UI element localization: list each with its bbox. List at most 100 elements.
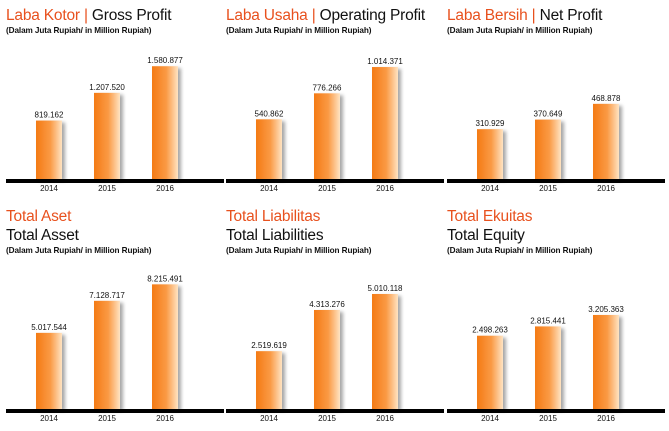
title-en: Operating Profit: [319, 7, 426, 24]
bar-2014: [36, 332, 62, 409]
panel-subtitle: (Dalam Juta Rupiah/ in Million Rupiah): [447, 246, 593, 255]
title-id: Total Aset: [6, 208, 72, 225]
x-tick-label-2014: 2014: [260, 184, 278, 193]
x-axis-baseline: [447, 409, 665, 413]
x-tick-label-2016: 2016: [376, 414, 394, 423]
x-tick-label-2016: 2016: [376, 184, 394, 193]
bar-chart-net-profit: 310.929 2014 370.649 2015 468.878 2016: [447, 44, 665, 199]
value-label-2016: 1.014.371: [367, 57, 403, 66]
value-label-2014: 2.498.263: [472, 326, 508, 335]
title-id: Total Liabilitas: [226, 208, 321, 225]
chart-svg: 2.498.263 2014 2.815.441 2015 3.205.363 2016: [447, 305, 665, 423]
bar-chart-gross-profit: 819.162 2014 1.207.520 2015 1.580.877 2016: [6, 44, 224, 199]
panel-subtitle: (Dalam Juta Rupiah/ in Million Rupiah): [447, 26, 593, 35]
panel-net-profit: Laba Bersih | Net Profit (Dalam Juta Rup…: [447, 4, 665, 219]
bar-2015: [314, 309, 340, 409]
title-en: Total Asset: [6, 227, 79, 244]
title-id: Laba Usaha: [226, 7, 308, 24]
bar-2014: [477, 129, 503, 179]
x-axis-baseline: [6, 179, 224, 183]
x-axis-baseline: [447, 179, 665, 183]
x-axis-baseline: [226, 179, 444, 183]
panel-total-equity: Total Ekuitas Total Equity (Dalam Juta R…: [447, 206, 665, 423]
x-tick-label-2016: 2016: [156, 414, 174, 423]
bar-2014: [256, 351, 282, 409]
chart-svg: 5.017.544 2014 7.128.717 2015 8.215.491 2016: [6, 274, 224, 423]
bar-chart-total-liabilities: 2.519.619 2014 4.313.276 2015 5.010.118 2016: [226, 259, 444, 429]
title-id: Laba Kotor: [6, 7, 80, 24]
chart-svg: 540.862 2014 776.266 2015 1.014.371 2016: [226, 57, 444, 193]
x-tick-label-2015: 2015: [318, 414, 336, 423]
value-label-2016: 1.580.877: [147, 56, 183, 65]
value-label-2015: 370.649: [534, 110, 563, 119]
x-tick-label-2016: 2016: [597, 414, 615, 423]
bar-2014: [256, 119, 282, 179]
panel-title: Laba Kotor | Gross Profit: [6, 7, 172, 25]
x-tick-label-2014: 2014: [481, 184, 499, 193]
value-label-2015: 1.207.520: [89, 83, 125, 92]
value-label-2016: 3.205.363: [588, 305, 624, 314]
bar-chart-total-asset: 5.017.544 2014 7.128.717 2015 8.215.491 2016: [6, 259, 224, 429]
title-id: Total Ekuitas: [447, 208, 533, 225]
bar-chart-operating-profit: 540.862 2014 776.266 2015 1.014.371 2016: [226, 44, 444, 199]
x-tick-label-2014: 2014: [260, 414, 278, 423]
bar-2014: [36, 120, 62, 179]
title-separator: |: [531, 7, 536, 24]
x-tick-label-2014: 2014: [40, 184, 58, 193]
x-axis-baseline: [6, 409, 224, 413]
x-tick-label-2016: 2016: [597, 184, 615, 193]
value-label-2016: 5.010.118: [368, 284, 404, 293]
bar-2015: [314, 93, 340, 179]
value-label-2014: 819.162: [35, 111, 64, 120]
bar-2016: [593, 103, 619, 179]
title-en: Total Liabilities: [226, 227, 324, 244]
value-label-2014: 2.519.619: [251, 341, 287, 350]
value-label-2016: 468.878: [592, 94, 621, 103]
x-tick-label-2015: 2015: [98, 414, 116, 423]
x-tick-label-2015: 2015: [318, 184, 336, 193]
value-label-2015: 7.128.717: [89, 291, 125, 300]
panel-subtitle: (Dalam Juta Rupiah/ in Million Rupiah): [226, 246, 372, 255]
x-tick-label-2014: 2014: [40, 414, 58, 423]
title-separator: |: [83, 7, 88, 24]
bar-2015: [535, 119, 561, 179]
panel-operating-profit: Laba Usaha | Operating Profit (Dalam Jut…: [226, 4, 444, 219]
chart-svg: 310.929 2014 370.649 2015 468.878 2016: [447, 94, 665, 193]
value-label-2015: 776.266: [313, 83, 342, 92]
bar-2014: [477, 335, 503, 409]
title-en: Total Equity: [447, 227, 525, 244]
bar-2016: [152, 66, 178, 179]
panel-subtitle: (Dalam Juta Rupiah/ in Million Rupiah): [6, 26, 152, 35]
panel-subtitle: (Dalam Juta Rupiah/ in Million Rupiah): [6, 246, 152, 255]
x-tick-label-2016: 2016: [156, 184, 174, 193]
value-label-2015: 4.313.276: [309, 300, 345, 309]
panel-title: Laba Usaha | Operating Profit: [226, 7, 425, 25]
panel-title: Laba Bersih | Net Profit: [447, 7, 602, 25]
x-tick-label-2015: 2015: [539, 414, 557, 423]
title-separator: |: [311, 7, 316, 24]
value-label-2014: 310.929: [476, 119, 505, 128]
chart-svg: 2.519.619 2014 4.313.276 2015 5.010.118 2016: [226, 284, 444, 423]
value-label-2015: 2.815.441: [530, 316, 566, 325]
value-label-2014: 5.017.544: [31, 323, 67, 332]
bar-2016: [593, 314, 619, 409]
panel-gross-profit: Laba Kotor | Gross Profit (Dalam Juta Ru…: [6, 4, 224, 219]
x-tick-label-2015: 2015: [98, 184, 116, 193]
title-en: Gross Profit: [91, 7, 172, 24]
bar-2016: [372, 293, 398, 409]
panel-total-asset: Total Aset Total Asset (Dalam Juta Rupia…: [6, 206, 224, 423]
x-tick-label-2015: 2015: [539, 184, 557, 193]
chart-svg: 819.162 2014 1.207.520 2015 1.580.877 2016: [6, 56, 224, 193]
bar-2016: [372, 67, 398, 179]
bar-2016: [152, 284, 178, 409]
title-en: Net Profit: [539, 7, 603, 24]
title-id: Laba Bersih: [447, 7, 528, 24]
panel-subtitle: (Dalam Juta Rupiah/ in Million Rupiah): [226, 26, 372, 35]
value-label-2016: 8.215.491: [147, 274, 183, 283]
value-label-2014: 540.862: [255, 109, 284, 118]
x-axis-baseline: [226, 409, 444, 413]
bar-2015: [535, 326, 561, 409]
bar-2015: [94, 300, 120, 409]
panel-total-liabilities: Total Liabilitas Total Liabilities (Dala…: [226, 206, 444, 423]
x-tick-label-2014: 2014: [481, 414, 499, 423]
